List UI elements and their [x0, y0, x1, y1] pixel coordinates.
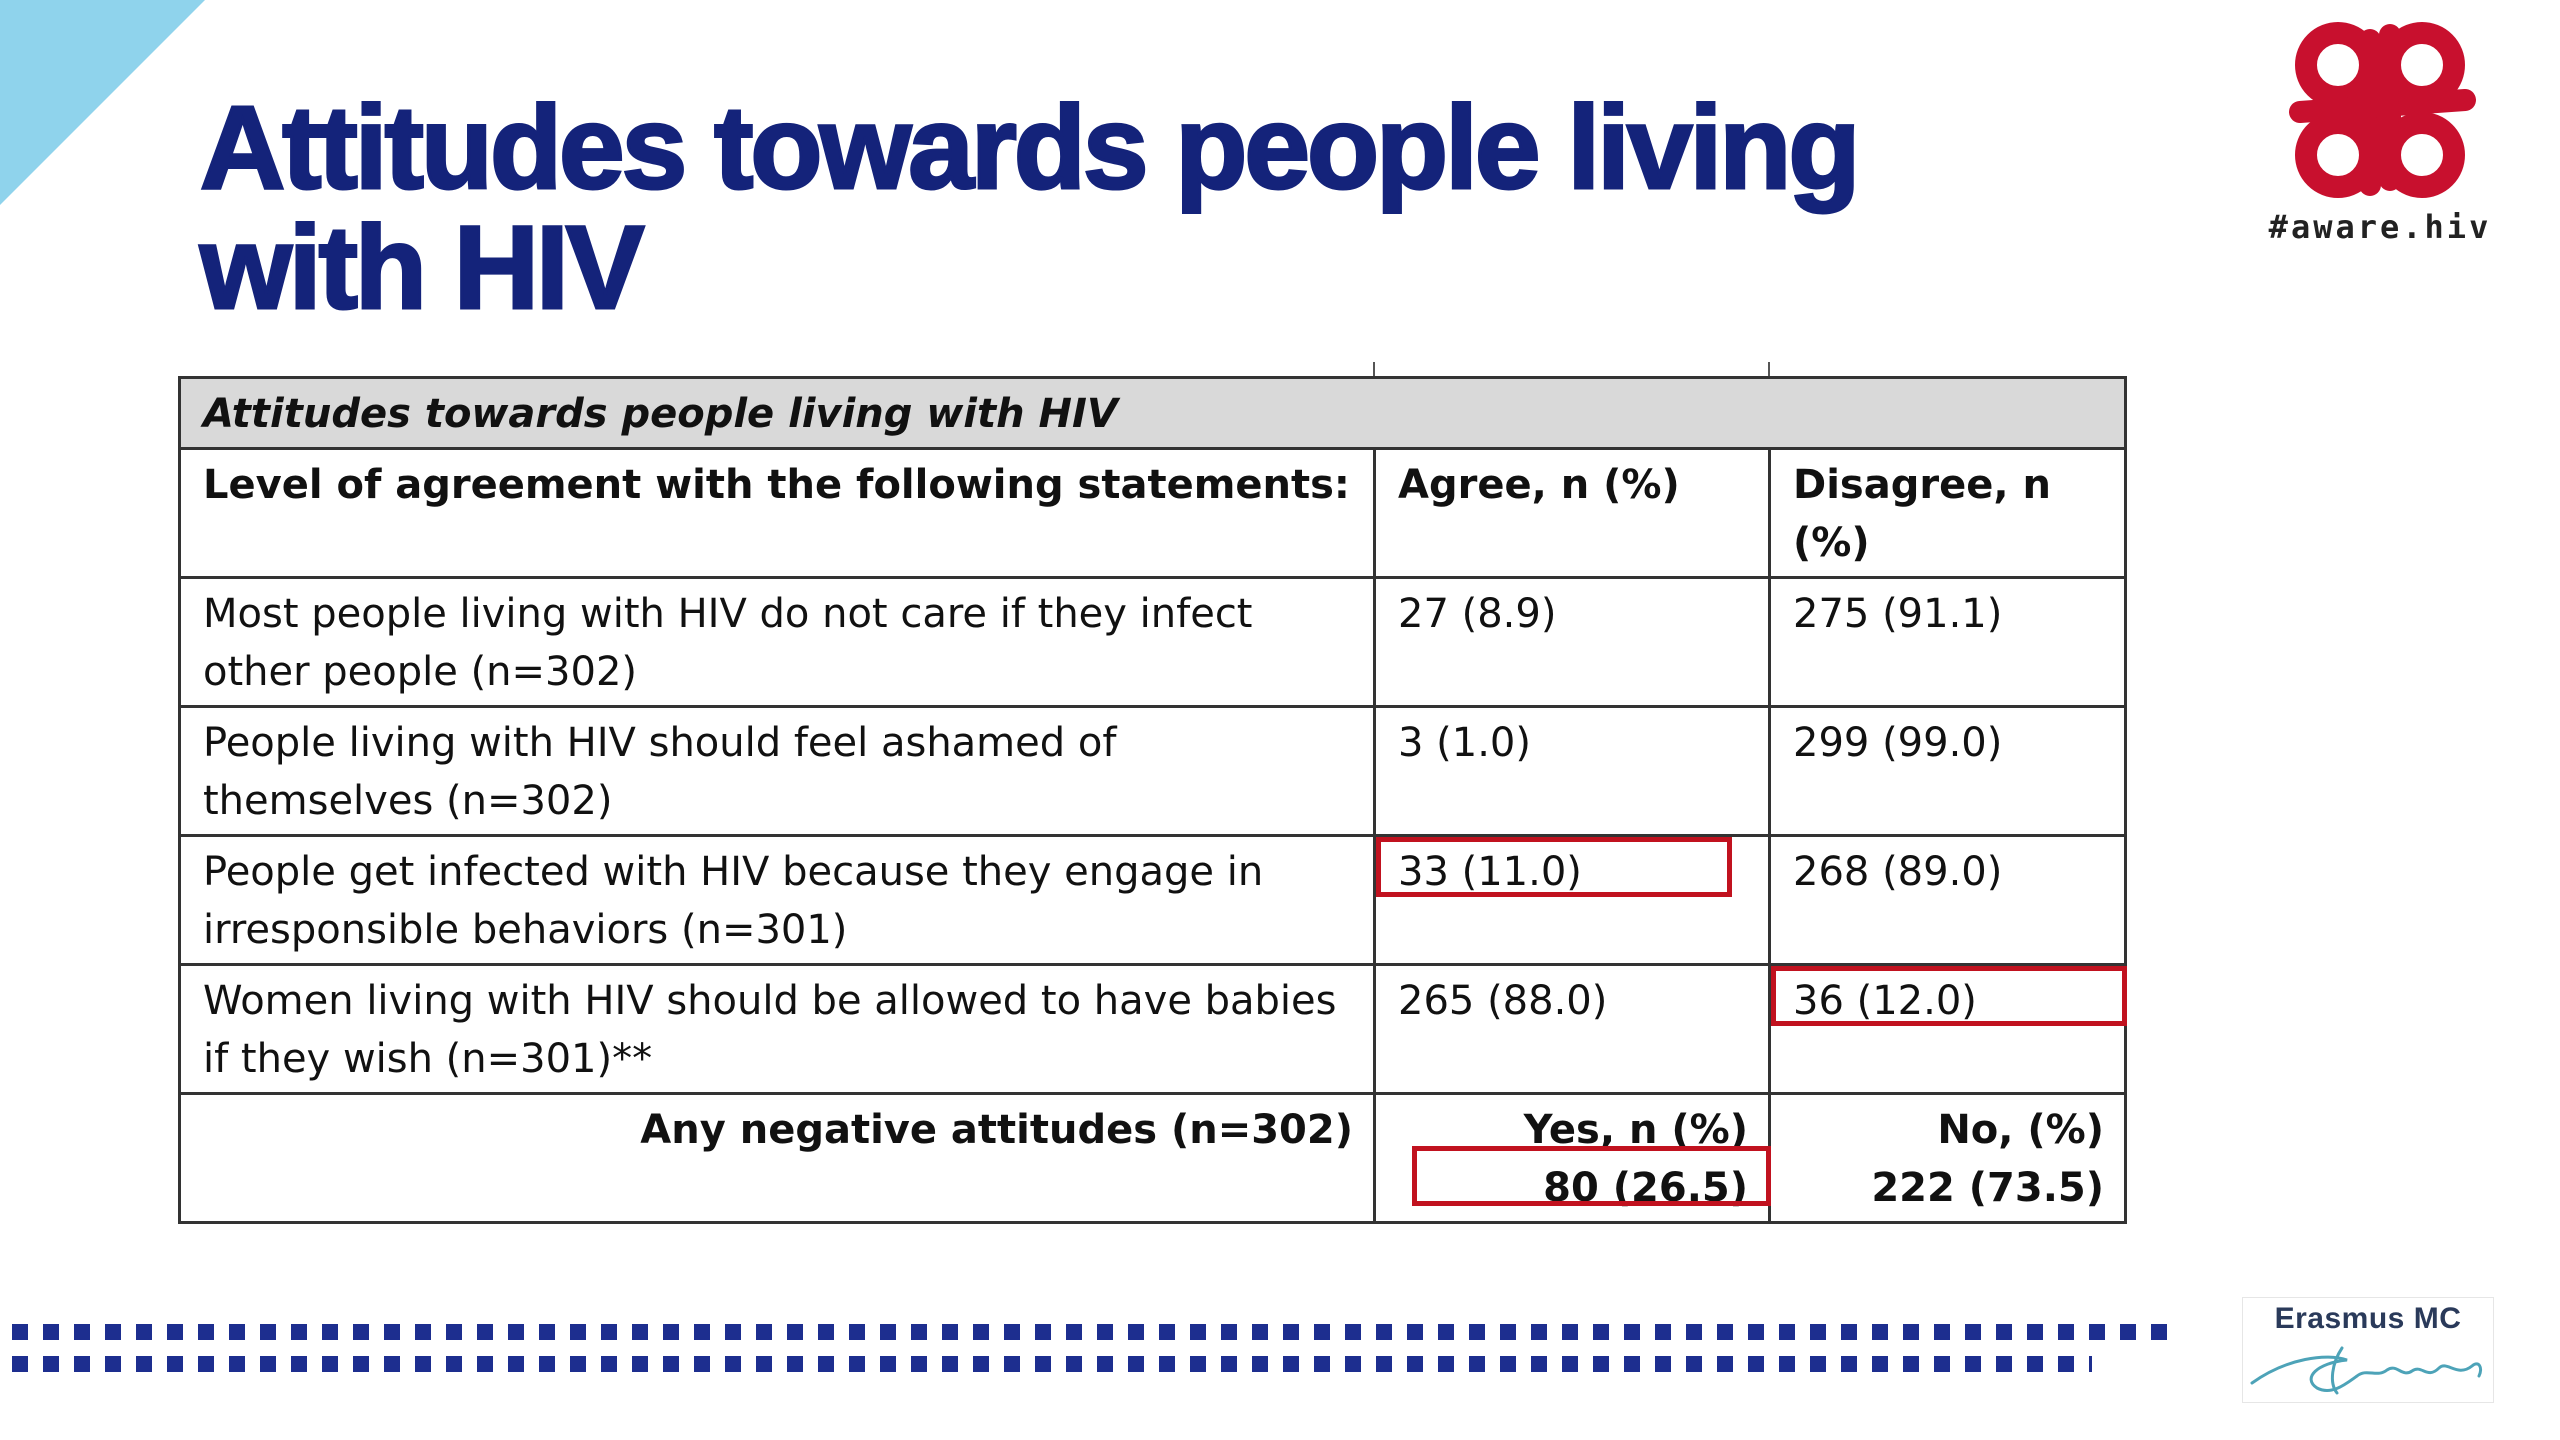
table-row: People get infected with HIV because the…	[178, 834, 2128, 966]
table-row: People living with HIV should feel asham…	[178, 705, 2128, 837]
attitudes-table-container: Attitudes towards people living with HIV…	[177, 362, 2128, 1224]
summary-yes-value: 80 (26.5)	[1543, 1165, 1748, 1211]
summary-no-cell: No, (%) 222 (73.5)	[1767, 1092, 2128, 1224]
stub-divider	[1768, 362, 1770, 376]
stub-divider	[1373, 362, 1375, 376]
statement-cell: Most people living with HIV do not care …	[178, 576, 1376, 708]
agree-cell: 33 (11.0)	[1373, 834, 1771, 966]
disagree-cell: 275 (91.1)	[1767, 576, 2128, 708]
table-top-stub	[178, 362, 2124, 376]
statement-cell: People living with HIV should feel asham…	[178, 705, 1376, 837]
summary-no-value: 222 (73.5)	[1871, 1165, 2105, 1211]
column-header-disagree: Disagree, n (%)	[1767, 447, 2128, 579]
aware-hiv-logo-text: #aware.hiv	[2268, 208, 2492, 246]
agree-cell: 3 (1.0)	[1373, 705, 1771, 837]
table-header-row: Level of agreement with the following st…	[178, 447, 2128, 579]
summary-label: Any negative attitudes (n=302)	[178, 1092, 1376, 1224]
agree-cell: 27 (8.9)	[1373, 576, 1771, 708]
disagree-cell: 268 (89.0)	[1767, 834, 2128, 966]
column-header-statement: Level of agreement with the following st…	[178, 447, 1376, 579]
statement-cell: People get infected with HIV because the…	[178, 834, 1376, 966]
aware-hiv-logo: #aware.hiv	[2260, 20, 2500, 246]
footer-dots-top	[12, 1324, 2172, 1340]
summary-row: Any negative attitudes (n=302) Yes, n (%…	[178, 1092, 2128, 1224]
agree-cell: 265 (88.0)	[1373, 963, 1771, 1095]
table-section-row: Attitudes towards people living with HIV	[177, 376, 2128, 450]
erasmus-signature-icon	[2250, 1346, 2483, 1395]
table-row: Women living with HIV should be allowed …	[178, 963, 2128, 1095]
erasmus-mc-logo: Erasmus MC	[2242, 1297, 2494, 1403]
column-header-agree: Agree, n (%)	[1373, 447, 1771, 579]
attitudes-table: Attitudes towards people living with HIV…	[177, 376, 2128, 1224]
corner-accent-triangle	[0, 0, 205, 205]
summary-yes-cell: Yes, n (%) 80 (26.5)	[1373, 1092, 1771, 1224]
slide-title: Attitudes towards people living with HIV	[199, 82, 1862, 334]
table-row: Most people living with HIV do not care …	[178, 576, 2128, 708]
agree-value: 33 (11.0)	[1398, 849, 1582, 895]
disagree-cell: 299 (99.0)	[1767, 705, 2128, 837]
aware-hiv-logo-icon	[2289, 22, 2476, 198]
summary-yes-header: Yes, n (%)	[1523, 1107, 1748, 1153]
table-section-title: Attitudes towards people living with HIV	[177, 376, 2128, 450]
statement-cell: Women living with HIV should be allowed …	[178, 963, 1376, 1095]
disagree-value: 36 (12.0)	[1793, 978, 1977, 1024]
summary-no-header: No, (%)	[1937, 1107, 2105, 1153]
disagree-cell: 36 (12.0)	[1767, 963, 2128, 1095]
erasmus-mc-name: Erasmus MC	[2274, 1302, 2462, 1335]
footer-dots-bottom	[12, 1356, 2092, 1372]
